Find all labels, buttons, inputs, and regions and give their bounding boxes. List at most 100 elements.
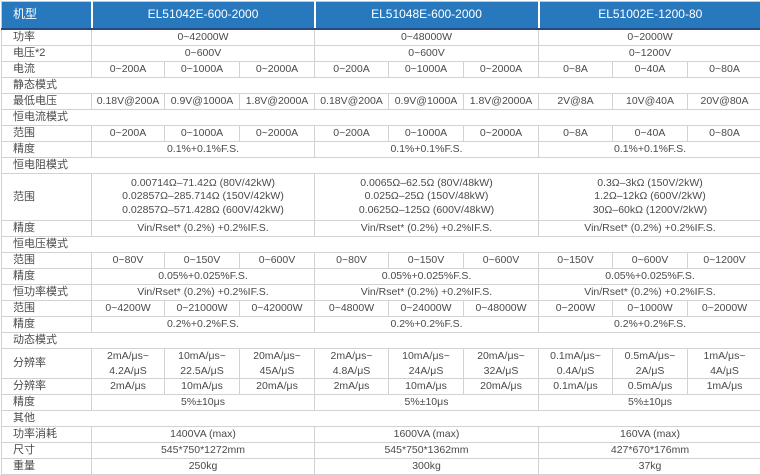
section-label: 恒电压模式 — [2, 237, 760, 253]
spec-cell: 20V@80A — [688, 94, 760, 110]
spec-cell: 0~2000A — [240, 126, 315, 142]
row-label: 范围 — [2, 126, 92, 142]
spec-cell: 0~40A — [613, 62, 688, 78]
spec-cell: 1mA/μs~ 4A/μS — [688, 349, 760, 379]
row-power: 功率 0~42000W 0~48000W 0~2000W — [2, 29, 760, 46]
spec-cell: Vin/Rset* (0.2%) +0.2%IF.S. — [539, 285, 760, 301]
spec-cell: 2mA/μs~ 4.8A/μS — [315, 349, 389, 379]
row-label: 精度 — [2, 269, 92, 285]
section-static-mode: 静态模式 — [2, 78, 760, 94]
spec-cell: 0.1%+0.1%F.S. — [315, 142, 539, 158]
spec-cell: 0~200A — [315, 126, 389, 142]
spec-cell: 250kg — [92, 459, 315, 475]
spec-cell: 20mA/μs~ 32A/μS — [464, 349, 539, 379]
spec-cell: 0~600V — [613, 253, 688, 269]
spec-cell: 0~1200V — [539, 46, 760, 62]
spec-cell: 0~1000A — [165, 126, 240, 142]
row-weight: 重量 250kg 300kg 37kg — [2, 459, 760, 475]
row-dyn-accuracy: 精度 5%±10μs 5%±10μs 5%±10μs — [2, 395, 760, 411]
spec-cell: 545*750*1272mm — [92, 443, 315, 459]
spec-cell: 0~1000W — [613, 301, 688, 317]
row-label: 范围 — [2, 253, 92, 269]
spec-cell: 0~1200V — [688, 253, 760, 269]
spec-cell: 0~80V — [315, 253, 389, 269]
spec-cell: 0.0065Ω–62.5Ω (80V/48kW) 0.025Ω–25Ω (150… — [315, 174, 539, 221]
section-other: 其他 — [2, 411, 760, 427]
row-cr-range: 范围 0.00714Ω–71.42Ω (80V/42kW) 0.02857Ω–2… — [2, 174, 760, 221]
spec-cell: 0~48000W — [315, 29, 539, 46]
row-label: 范围 — [2, 301, 92, 317]
spec-cell: Vin/Rset* (0.2%) +0.2%IF.S. — [315, 221, 539, 237]
row-label: 精度 — [2, 142, 92, 158]
section-label: 静态模式 — [2, 78, 760, 94]
spec-cell: 0.05%+0.025%F.S. — [92, 269, 315, 285]
row-label: 电流 — [2, 62, 92, 78]
spec-cell: 0~600V — [464, 253, 539, 269]
spec-cell: 0.5mA/μs — [613, 379, 688, 395]
spec-cell: 0~200A — [92, 62, 165, 78]
spec-cell: 0~150V — [539, 253, 613, 269]
spec-cell: 0~8A — [539, 62, 613, 78]
model-column-label: 机型 — [2, 2, 92, 30]
spec-cell: 0.1mA/μs — [539, 379, 613, 395]
row-cv-range: 范围 0~80V 0~150V 0~600V 0~80V 0~150V 0~60… — [2, 253, 760, 269]
spec-cell: 0~2000A — [464, 126, 539, 142]
spec-cell: 0.00714Ω–71.42Ω (80V/42kW) 0.02857Ω–285.… — [92, 174, 315, 221]
spec-cell: 5%±10μs — [92, 395, 315, 411]
spec-cell: 0.1mA/μs~ 0.4A/μS — [539, 349, 613, 379]
row-cv-accuracy: 精度 0.05%+0.025%F.S. 0.05%+0.025%F.S. 0.0… — [2, 269, 760, 285]
model-header-2: EL51048E-600-2000 — [315, 2, 539, 30]
spec-cell: 0~150V — [389, 253, 464, 269]
spec-cell: 0~200W — [539, 301, 613, 317]
spec-cell: 0~80A — [688, 126, 760, 142]
row-label: 重量 — [2, 459, 92, 475]
spec-cell: 0~21000W — [165, 301, 240, 317]
spec-cell: 0.2%+0.2%F.S. — [539, 317, 760, 333]
spec-cell: 0~2000W — [688, 301, 760, 317]
spec-cell: 0.2%+0.2%F.S. — [92, 317, 315, 333]
spec-cell: 0~42000W — [240, 301, 315, 317]
spec-cell: 10V@40A — [613, 94, 688, 110]
spec-cell: 10mA/μs~ 22.5A/μS — [165, 349, 240, 379]
model-header-3: EL51002E-1200-80 — [539, 2, 760, 30]
spec-cell: 0.2%+0.2%F.S. — [315, 317, 539, 333]
row-cr-accuracy: 精度 Vin/Rset* (0.2%) +0.2%IF.S. Vin/Rset*… — [2, 221, 760, 237]
spec-cell: Vin/Rset* (0.2%) +0.2%IF.S. — [92, 285, 315, 301]
row-consumption: 功率消耗 1400VA (max) 1600VA (max) 160VA (ma… — [2, 427, 760, 443]
spec-cell: 0~600V — [315, 46, 539, 62]
row-label: 尺寸 — [2, 443, 92, 459]
spec-cell: 427*670*176mm — [539, 443, 760, 459]
spec-cell: 0~40A — [613, 126, 688, 142]
section-dyn-mode: 动态模式 — [2, 333, 760, 349]
row-slew-rate: 分辨率 2mA/μs~ 4.2A/μS 10mA/μs~ 22.5A/μS 20… — [2, 349, 760, 379]
row-cp-mode: 恒功率模式 Vin/Rset* (0.2%) +0.2%IF.S. Vin/Rs… — [2, 285, 760, 301]
spec-cell: Vin/Rset* (0.2%) +0.2%IF.S. — [92, 221, 315, 237]
row-label: 电压*2 — [2, 46, 92, 62]
spec-cell: 0~1000A — [389, 62, 464, 78]
spec-cell: Vin/Rset* (0.2%) +0.2%IF.S. — [315, 285, 539, 301]
spec-cell: 0.9V@1000A — [165, 94, 240, 110]
spec-cell: 0~200A — [315, 62, 389, 78]
spec-cell: 160VA (max) — [539, 427, 760, 443]
spec-cell: 0.5mA/μs~ 2A/μS — [613, 349, 688, 379]
spec-cell: 0.18V@200A — [92, 94, 165, 110]
row-dimensions: 尺寸 545*750*1272mm 545*750*1362mm 427*670… — [2, 443, 760, 459]
spec-cell: 20mA/μs — [464, 379, 539, 395]
spec-cell: 5%±10μs — [539, 395, 760, 411]
spec-cell: 300kg — [315, 459, 539, 475]
row-cp-accuracy: 精度 0.2%+0.2%F.S. 0.2%+0.2%F.S. 0.2%+0.2%… — [2, 317, 760, 333]
section-label: 恒电阻模式 — [2, 158, 760, 174]
spec-cell: 1.8V@2000A — [240, 94, 315, 110]
section-cr-mode: 恒电阻模式 — [2, 158, 760, 174]
section-cc-mode: 恒电流模式 — [2, 110, 760, 126]
spec-cell: 0.1%+0.1%F.S. — [92, 142, 315, 158]
spec-cell: 2V@8A — [539, 94, 613, 110]
row-label: 功率 — [2, 29, 92, 46]
row-min-voltage: 最低电压 0.18V@200A 0.9V@1000A 1.8V@2000A 0.… — [2, 94, 760, 110]
spec-cell: Vin/Rset* (0.2%) +0.2%IF.S. — [539, 221, 760, 237]
spec-cell: 0~4800W — [315, 301, 389, 317]
row-resolution: 分辨率 2mA/μs 10mA/μs 20mA/μs 2mA/μs 10mA/μ… — [2, 379, 760, 395]
spec-cell: 0~600V — [240, 253, 315, 269]
spec-cell: 0~1000A — [389, 126, 464, 142]
